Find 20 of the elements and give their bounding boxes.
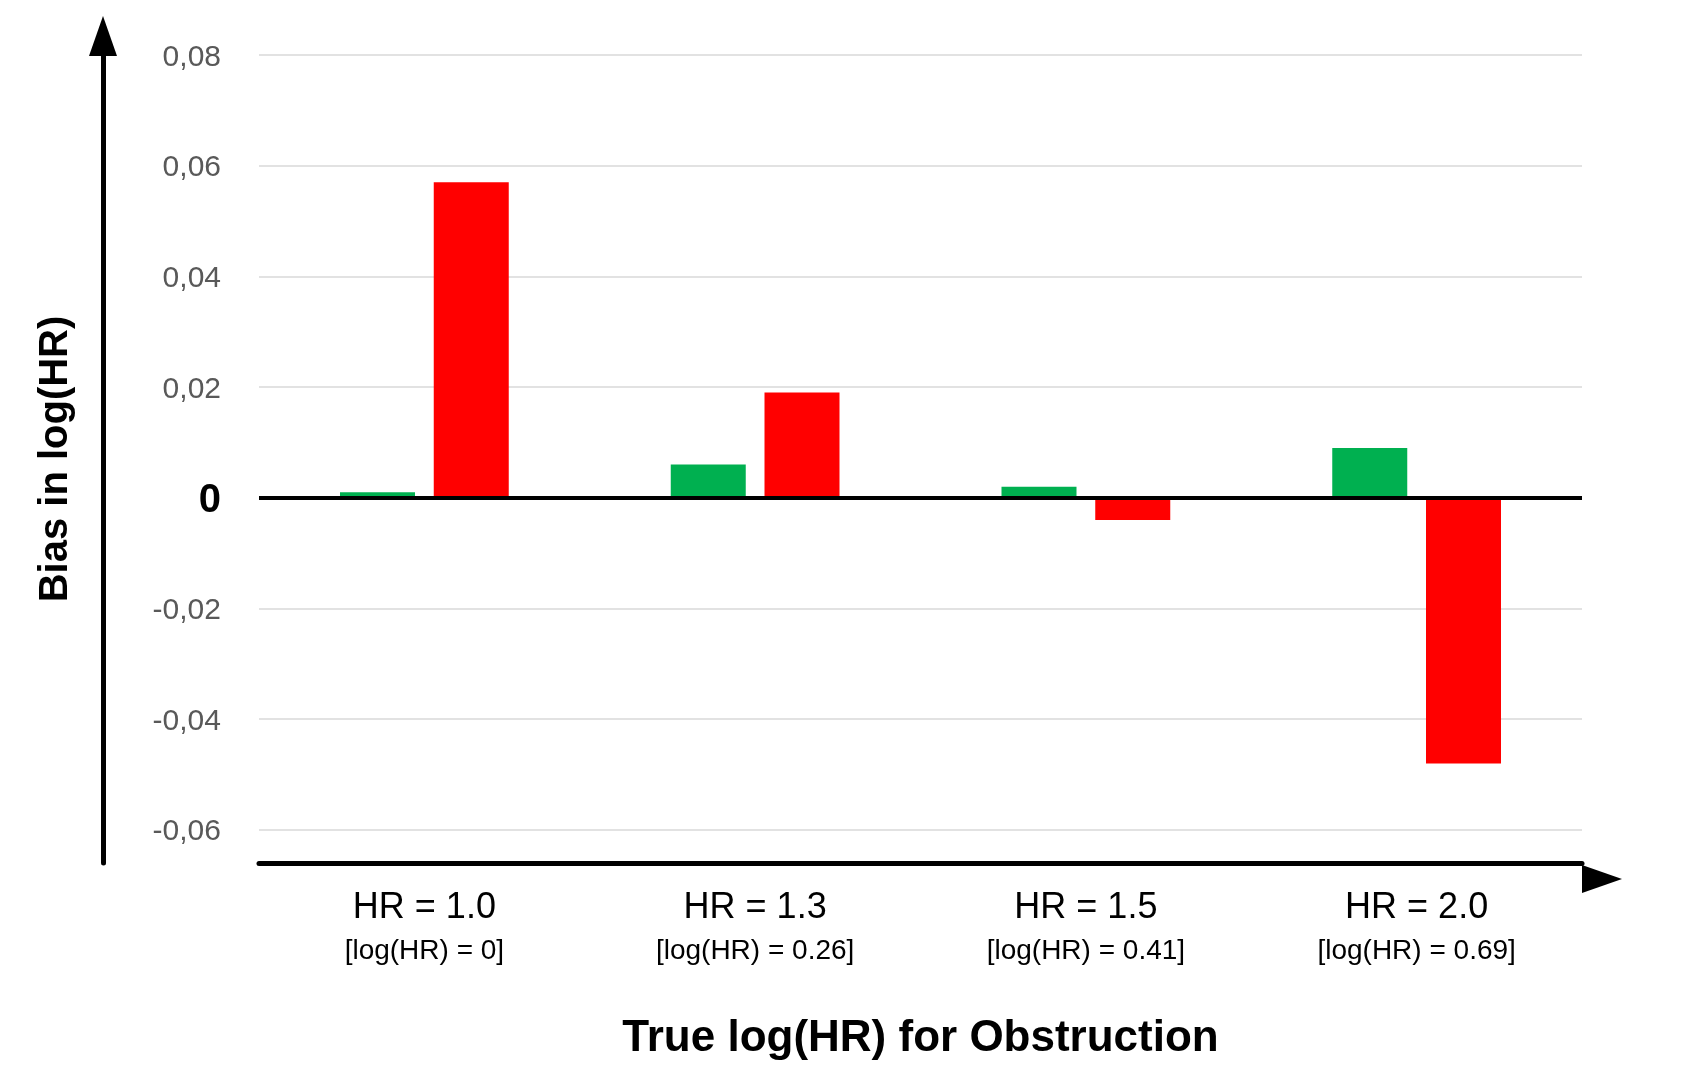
y-tick-label: -0,06 (152, 813, 221, 847)
x-tick-label: HR = 2.0 [log(HR) = 0.69] (1317, 884, 1516, 965)
bar (1095, 497, 1171, 520)
y-tick-label: 0,06 (162, 149, 221, 183)
y-tick-label: -0,04 (152, 702, 221, 736)
y-tick-label: -0,02 (152, 591, 221, 625)
y-axis-title: Bias in log(HR) (31, 315, 75, 603)
bar (764, 392, 840, 498)
y-tick-label: 0,04 (162, 259, 221, 293)
bar (433, 182, 509, 498)
bar (670, 464, 746, 498)
y-tick-label: 0,02 (162, 370, 221, 404)
x-tick-label: HR = 1.5 [log(HR) = 0.41] (986, 884, 1186, 965)
y-tick-label: 0 (198, 475, 221, 520)
bar (1426, 497, 1501, 764)
x-tick-label: HR = 1.3 [log(HR) = 0.26] (655, 884, 855, 965)
x-tick-label: HR = 1.0 [log(HR) = 0] (344, 884, 505, 965)
x-axis-title: True log(HR) for Obstruction (622, 1010, 1219, 1060)
bar (1332, 447, 1408, 498)
y-tick-label: 0,08 (162, 38, 221, 72)
